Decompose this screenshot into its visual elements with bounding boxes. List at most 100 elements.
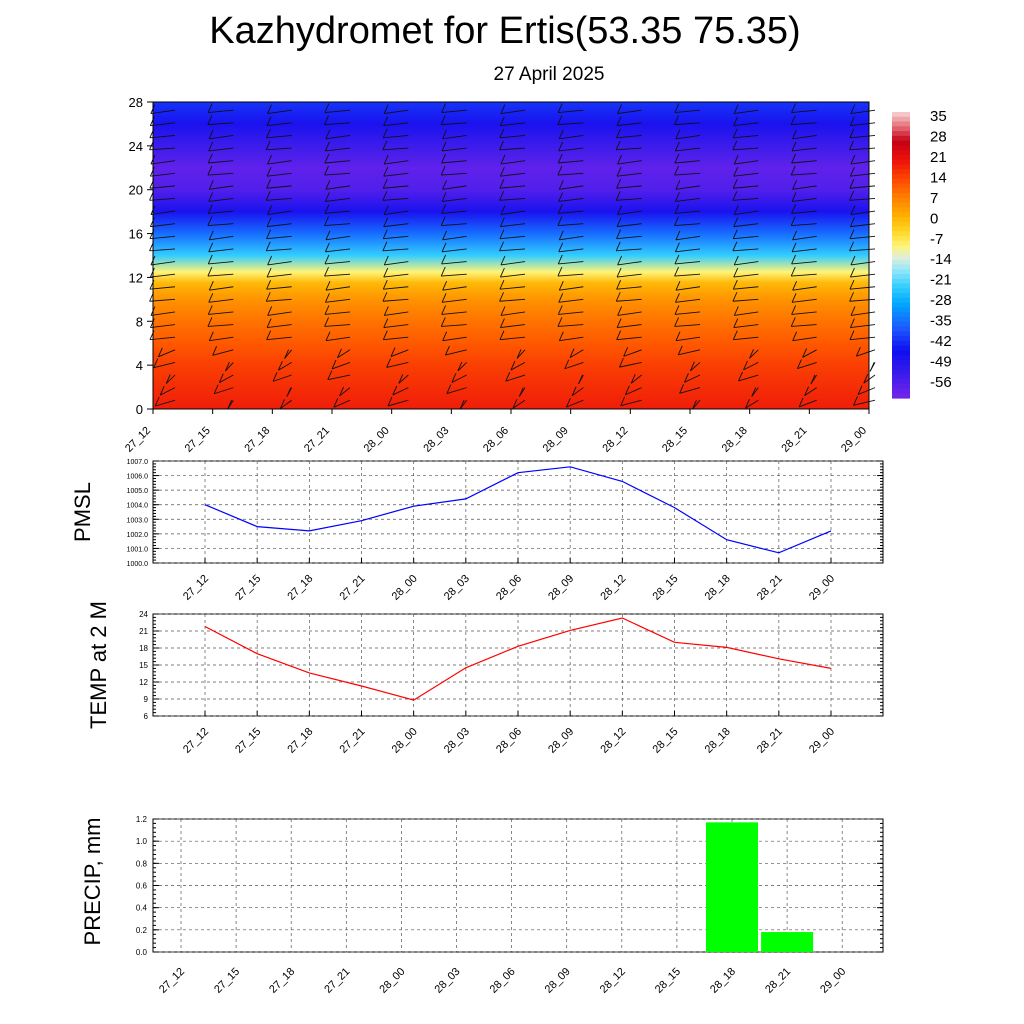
wind-barb	[213, 387, 234, 395]
wind-barb	[208, 248, 234, 253]
wind-barb-flag	[616, 229, 621, 239]
wind-barb	[441, 109, 467, 113]
wind-barb	[505, 374, 526, 382]
wind-barb	[850, 324, 876, 328]
wind-barb-flag	[333, 398, 339, 408]
wind-barb-flag	[386, 358, 392, 368]
wind-barb	[500, 172, 526, 177]
wind-barb	[208, 298, 234, 303]
wind-barb	[441, 160, 467, 164]
y-tick-label: 24	[139, 610, 148, 619]
wind-barb-flag	[499, 116, 505, 126]
wind-barb	[499, 198, 526, 201]
wind-barb-flag	[619, 357, 624, 368]
x-tick-label: 27_12	[181, 726, 211, 756]
wind-barb	[617, 261, 642, 266]
wind-barb-flag	[849, 241, 854, 251]
wind-barb-flag	[732, 179, 738, 189]
wind-barb-flag	[207, 115, 213, 125]
wind-barb	[849, 336, 876, 341]
wind-barb	[383, 185, 409, 189]
wind-barb-flag	[689, 361, 695, 372]
wind-barb-flag	[392, 385, 398, 396]
x-tick-label: 28_15	[653, 966, 683, 996]
wind-barb-flag	[675, 331, 681, 341]
wind-barb-flag	[382, 292, 388, 302]
colorbar-segment	[892, 154, 910, 161]
colorbar-segment	[892, 226, 910, 232]
wind-barb-flag	[280, 399, 285, 409]
wind-barb-flag	[499, 179, 505, 189]
wind-barb-flag	[578, 374, 583, 385]
wind-barb	[208, 261, 234, 265]
wind-barb	[675, 198, 701, 202]
wind-barb	[267, 109, 292, 115]
wind-barb-flag	[791, 192, 797, 202]
wind-barb	[150, 160, 176, 165]
page-title: Kazhydromet for Ertis(53.35 75.35)	[209, 10, 801, 52]
y-tick-label: 16	[129, 227, 143, 242]
colorbar-segment	[892, 121, 910, 127]
wind-barb-flag	[674, 216, 679, 226]
y-tick-label: 9	[144, 695, 149, 704]
colorbar-segment	[892, 316, 910, 323]
wind-barb-flag	[266, 179, 271, 189]
wind-barb-flag	[616, 166, 622, 177]
wind-barb	[382, 248, 409, 252]
wind-barb	[678, 349, 701, 356]
wind-barb	[559, 286, 584, 291]
colorbar-segment	[892, 283, 910, 289]
x-tick-label: 27_12	[181, 573, 211, 603]
wind-barb	[849, 147, 876, 151]
colorbar-segment	[892, 326, 910, 332]
wind-barb-flag	[442, 129, 447, 140]
y-tick-label: 0.2	[136, 926, 148, 935]
wind-barb-flag	[324, 153, 330, 164]
wind-barb-flag	[617, 104, 622, 114]
colorbar-segment	[892, 302, 910, 309]
wind-barb-flag	[208, 141, 214, 152]
wind-barb	[733, 324, 759, 328]
wind-barb-flag	[804, 386, 810, 396]
wind-barb-flag	[792, 281, 798, 291]
wind-barb-flag	[325, 293, 330, 303]
wind-barb	[850, 311, 876, 316]
wind-barb-flag	[442, 180, 447, 190]
y-tick-label: 1004.0	[127, 503, 149, 510]
colorbar-segment	[892, 293, 910, 299]
wind-barb	[558, 198, 584, 202]
y-tick-label: 0.4	[136, 904, 148, 913]
x-tick-label: 27_21	[322, 966, 352, 996]
colorbar-label: -14	[930, 251, 952, 268]
colorbar-segment	[892, 297, 910, 304]
wind-barb-flag	[207, 305, 213, 315]
wind-barb	[738, 374, 759, 382]
colorbar-segment	[892, 364, 910, 370]
wind-barb-flag	[615, 241, 621, 251]
wind-barb-flag	[324, 192, 330, 202]
wind-barb-flag	[617, 255, 623, 266]
wind-barb-flag	[265, 140, 271, 151]
wind-barb-flag	[679, 384, 685, 394]
wind-barb-flag	[499, 267, 505, 278]
wind-barb	[209, 185, 234, 190]
colorbar-segment	[892, 145, 910, 151]
wind-barb	[333, 399, 351, 408]
colorbar-label: -21	[930, 272, 952, 289]
wind-barb-flag	[790, 216, 796, 226]
wind-barb-flag	[440, 317, 446, 327]
wind-barb	[616, 223, 642, 228]
wind-barb	[749, 349, 759, 359]
wind-barb-flag	[149, 267, 155, 278]
wind-barb-flag	[558, 331, 564, 341]
wind-barb	[733, 286, 759, 290]
wind-barb	[392, 387, 409, 396]
wind-barb	[208, 311, 234, 315]
colorbar-segment	[892, 178, 910, 185]
wind-barb	[150, 311, 176, 316]
wind-barb	[674, 324, 701, 327]
wind-barb	[446, 387, 467, 394]
wind-barb	[441, 324, 467, 327]
wind-barb-flag	[558, 180, 564, 190]
wind-barb	[623, 349, 642, 357]
